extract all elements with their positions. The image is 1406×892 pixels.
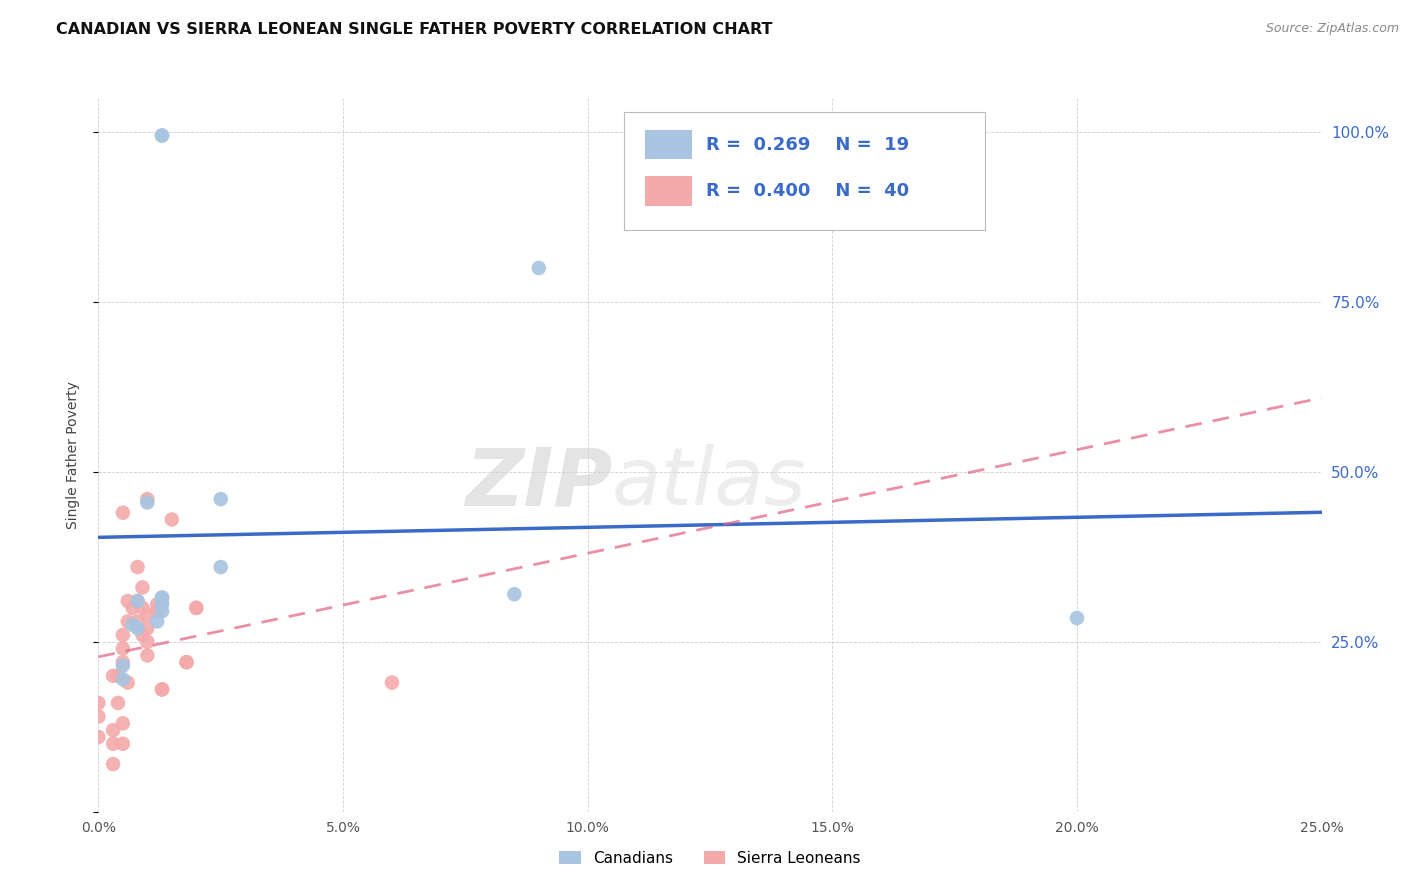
Point: [131, 600, 153, 615]
Point: [117, 594, 139, 608]
Point: [101, 669, 124, 683]
Point: [111, 716, 134, 731]
Point: [150, 682, 173, 697]
Point: [150, 604, 173, 618]
Point: [107, 669, 129, 683]
Point: [121, 617, 143, 632]
Point: [111, 737, 134, 751]
Point: [111, 655, 134, 669]
Point: [101, 723, 124, 738]
Point: [146, 598, 169, 612]
Point: [136, 635, 159, 649]
Point: [87, 696, 110, 710]
Point: [186, 600, 208, 615]
Point: [146, 615, 169, 629]
FancyBboxPatch shape: [645, 129, 692, 160]
Point: [527, 260, 550, 275]
Point: [160, 512, 183, 526]
Point: [127, 594, 149, 608]
Text: ZIP: ZIP: [465, 444, 612, 523]
Point: [176, 655, 198, 669]
Point: [136, 495, 159, 509]
Point: [209, 560, 232, 574]
Point: [136, 492, 159, 507]
Point: [131, 581, 153, 595]
Point: [87, 730, 110, 744]
Point: [131, 628, 153, 642]
Text: atlas: atlas: [612, 444, 807, 523]
Point: [87, 709, 110, 723]
Legend: Canadians, Sierra Leoneans: Canadians, Sierra Leoneans: [554, 845, 866, 871]
Point: [111, 672, 134, 686]
Point: [146, 604, 169, 618]
Point: [150, 128, 173, 143]
Point: [150, 591, 173, 605]
Point: [127, 621, 149, 635]
Text: R =  0.269    N =  19: R = 0.269 N = 19: [706, 136, 910, 153]
Point: [117, 615, 139, 629]
Point: [1066, 611, 1088, 625]
Point: [101, 757, 124, 772]
Point: [186, 600, 208, 615]
Text: R =  0.400    N =  40: R = 0.400 N = 40: [706, 182, 910, 200]
Text: CANADIAN VS SIERRA LEONEAN SINGLE FATHER POVERTY CORRELATION CHART: CANADIAN VS SIERRA LEONEAN SINGLE FATHER…: [56, 22, 773, 37]
FancyBboxPatch shape: [645, 176, 692, 206]
Point: [209, 492, 232, 507]
Point: [150, 128, 173, 143]
FancyBboxPatch shape: [624, 112, 986, 230]
Point: [381, 675, 404, 690]
Point: [127, 560, 149, 574]
Point: [150, 591, 173, 605]
Point: [121, 600, 143, 615]
Point: [127, 594, 149, 608]
Point: [117, 675, 139, 690]
Point: [150, 598, 173, 612]
Point: [111, 641, 134, 656]
Point: [176, 655, 198, 669]
Point: [111, 658, 134, 673]
Point: [503, 587, 526, 601]
Point: [101, 737, 124, 751]
Point: [127, 615, 149, 629]
Point: [136, 621, 159, 635]
Y-axis label: Single Father Poverty: Single Father Poverty: [66, 381, 80, 529]
Point: [107, 696, 129, 710]
Point: [150, 682, 173, 697]
Text: Source: ZipAtlas.com: Source: ZipAtlas.com: [1265, 22, 1399, 36]
Point: [111, 628, 134, 642]
Point: [150, 594, 173, 608]
Point: [136, 648, 159, 663]
Point: [136, 607, 159, 622]
Point: [111, 506, 134, 520]
